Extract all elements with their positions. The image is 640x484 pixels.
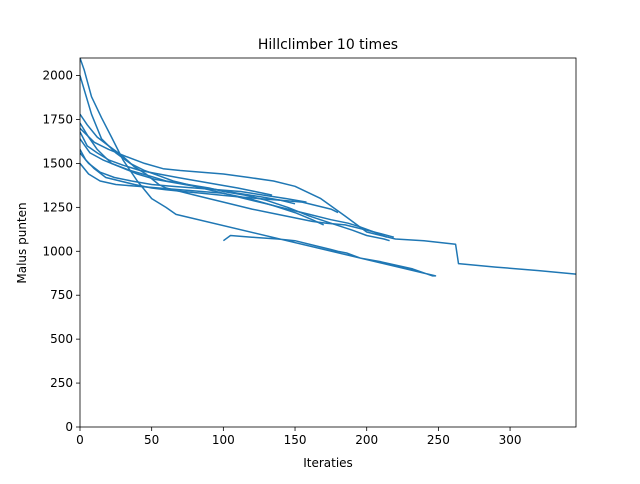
- y-tick-label: 750: [50, 288, 73, 302]
- y-tick-label: 1750: [42, 113, 73, 127]
- series-line-10: [80, 131, 273, 196]
- x-axis-label: Iteraties: [303, 456, 353, 470]
- x-tick-label: 100: [212, 433, 235, 447]
- plot-area: [80, 58, 576, 277]
- series-line-1: [80, 58, 437, 277]
- series-line-6: [80, 75, 388, 238]
- series-line-8: [80, 152, 307, 203]
- x-tick-label: 300: [499, 433, 522, 447]
- series-line-5: [80, 162, 325, 226]
- y-tick-label: 1250: [42, 200, 73, 214]
- series-line-7: [80, 127, 576, 275]
- series-line-4: [80, 149, 339, 214]
- y-tick-label: 500: [50, 332, 73, 346]
- axes: 0 50 100 150 200 250 300 0 250 500 750 1000 1250 1500…: [42, 57, 577, 447]
- x-tick-label: 50: [144, 433, 159, 447]
- y-tick-label: 0: [65, 420, 73, 434]
- y-tick-label: 250: [50, 376, 73, 390]
- series-line-9: [80, 138, 296, 205]
- y-tick-label: 2000: [42, 69, 73, 83]
- x-tick-label: 0: [76, 433, 84, 447]
- plot-frame: [79, 57, 577, 428]
- y-tick-label: 1000: [42, 244, 73, 258]
- x-tick-label: 150: [284, 433, 307, 447]
- chart-title: Hillclimber 10 times: [258, 37, 398, 53]
- x-tick-label: 200: [355, 433, 378, 447]
- y-axis-label: Malus punten: [15, 202, 29, 283]
- y-tick-label: 1500: [42, 156, 73, 170]
- x-tick-label: 250: [427, 433, 450, 447]
